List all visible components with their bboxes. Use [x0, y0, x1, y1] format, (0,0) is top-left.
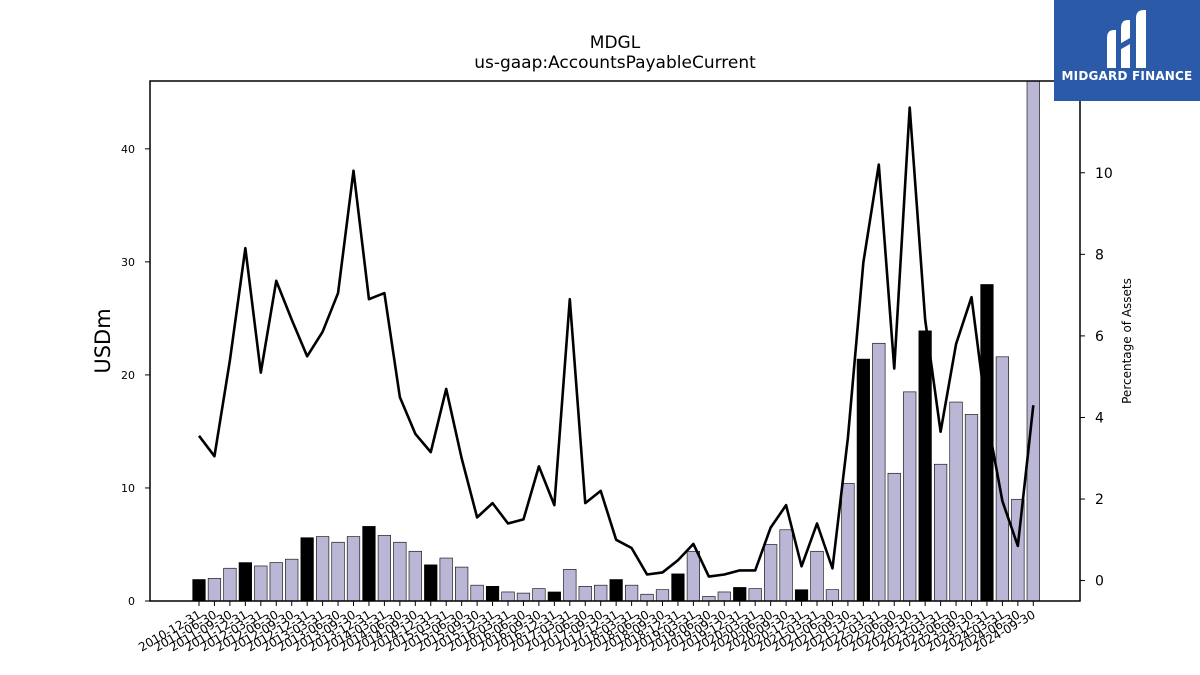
right-tick-label: 2 — [1095, 492, 1104, 508]
bar-2013-09-30 — [346, 536, 361, 602]
x-axis-ticks: 2010-12-312011-06-302011-09-302011-12-31… — [136, 601, 1038, 654]
percentage-of-assets-line — [197, 106, 1035, 578]
right-axis-ticks: 0 2 4 6 8 10 — [1080, 166, 1113, 590]
bar-2016-03-31 — [501, 591, 515, 602]
bar-2020-03-31 — [748, 588, 762, 602]
right-tick-label: 10 — [1095, 166, 1113, 182]
bar-2014-06-30 — [393, 541, 407, 602]
bar-2021-09-30 — [841, 483, 855, 602]
right-tick-label: 8 — [1095, 247, 1104, 263]
bar-2021-06-30 — [825, 589, 840, 602]
bar-2018-06-30 — [640, 593, 654, 602]
line-series — [197, 106, 1035, 578]
bar-2011-12-31 — [238, 562, 252, 602]
chart-subtitle: us-gaap:AccountsPayableCurrent — [474, 53, 756, 73]
right-tick-label: 0 — [1095, 574, 1104, 590]
bar-2022-12-31 — [918, 330, 932, 602]
bar-2017-09-30 — [594, 584, 608, 602]
logo-mark-icon — [1107, 10, 1146, 68]
bar-2018-12-31 — [671, 573, 685, 602]
right-tick-label: 6 — [1095, 329, 1104, 345]
logo-text: MIDGARD FINANCE — [1061, 69, 1193, 83]
bar-2020-12-31 — [794, 589, 809, 602]
bar-2012-06-30 — [269, 562, 283, 602]
left-tick-label: 40 — [121, 143, 135, 156]
left-tick-label: 30 — [121, 256, 135, 269]
bar-2020-09-30 — [779, 529, 793, 602]
plot-frame — [149, 80, 1081, 602]
bar-2020-06-30 — [764, 544, 778, 602]
bar-2015-06-30 — [455, 566, 469, 602]
left-tick-label: 10 — [121, 482, 135, 495]
bar-2022-09-30 — [903, 391, 917, 602]
bar-2024-09-30 — [1026, 80, 1040, 602]
left-axis-label: USDm — [91, 308, 115, 373]
bar-2011-09-30 — [223, 567, 237, 602]
bar-2018-03-31 — [624, 584, 639, 602]
bar-2011-06-30 — [207, 578, 222, 602]
bar-2018-09-30 — [655, 589, 670, 602]
bar-2016-12-31 — [547, 591, 561, 602]
bar-2013-03-31 — [315, 536, 330, 602]
bar-2023-09-30 — [964, 414, 979, 602]
bar-2019-09-30 — [717, 591, 731, 602]
bar-2019-12-31 — [733, 587, 747, 602]
chart-title: MDGL — [590, 33, 641, 53]
bar-2015-03-31 — [439, 557, 453, 602]
bar-2010-12-31 — [192, 579, 206, 602]
bar-2017-12-31 — [609, 579, 623, 602]
bar-2021-03-31 — [810, 550, 824, 602]
brand-logo: MIDGARD FINANCE — [1054, 0, 1200, 101]
right-axis-label: Percentage of Assets — [1120, 278, 1134, 404]
left-tick-label: 0 — [128, 595, 135, 608]
right-tick-label: 4 — [1095, 410, 1104, 426]
bar-2014-03-31 — [377, 535, 392, 602]
bar-2022-06-30 — [887, 472, 901, 602]
bar-2014-12-31 — [424, 564, 438, 602]
left-tick-label: 20 — [121, 369, 135, 382]
bar-2013-12-31 — [362, 526, 376, 602]
bar-2015-12-31 — [485, 585, 500, 602]
bar-2016-06-30 — [516, 592, 531, 602]
left-axis-ticks: 0 10 20 30 40 — [121, 143, 150, 608]
bar-2023-06-30 — [949, 401, 963, 602]
bar-2012-09-30 — [285, 558, 299, 602]
bar-2021-12-31 — [856, 358, 870, 602]
bar-2012-03-31 — [254, 565, 268, 602]
bar-2022-03-31 — [872, 342, 886, 602]
bar-2015-09-30 — [470, 584, 484, 602]
bar-2019-03-31 — [686, 550, 700, 602]
bar-2016-09-30 — [532, 588, 546, 602]
bar-2023-03-31 — [933, 463, 948, 602]
bar-2012-12-31 — [300, 537, 314, 602]
bar-2017-06-30 — [578, 585, 592, 602]
bar-2017-03-31 — [563, 569, 577, 602]
bar-2013-06-30 — [331, 541, 345, 602]
bar-2014-09-30 — [408, 550, 422, 602]
